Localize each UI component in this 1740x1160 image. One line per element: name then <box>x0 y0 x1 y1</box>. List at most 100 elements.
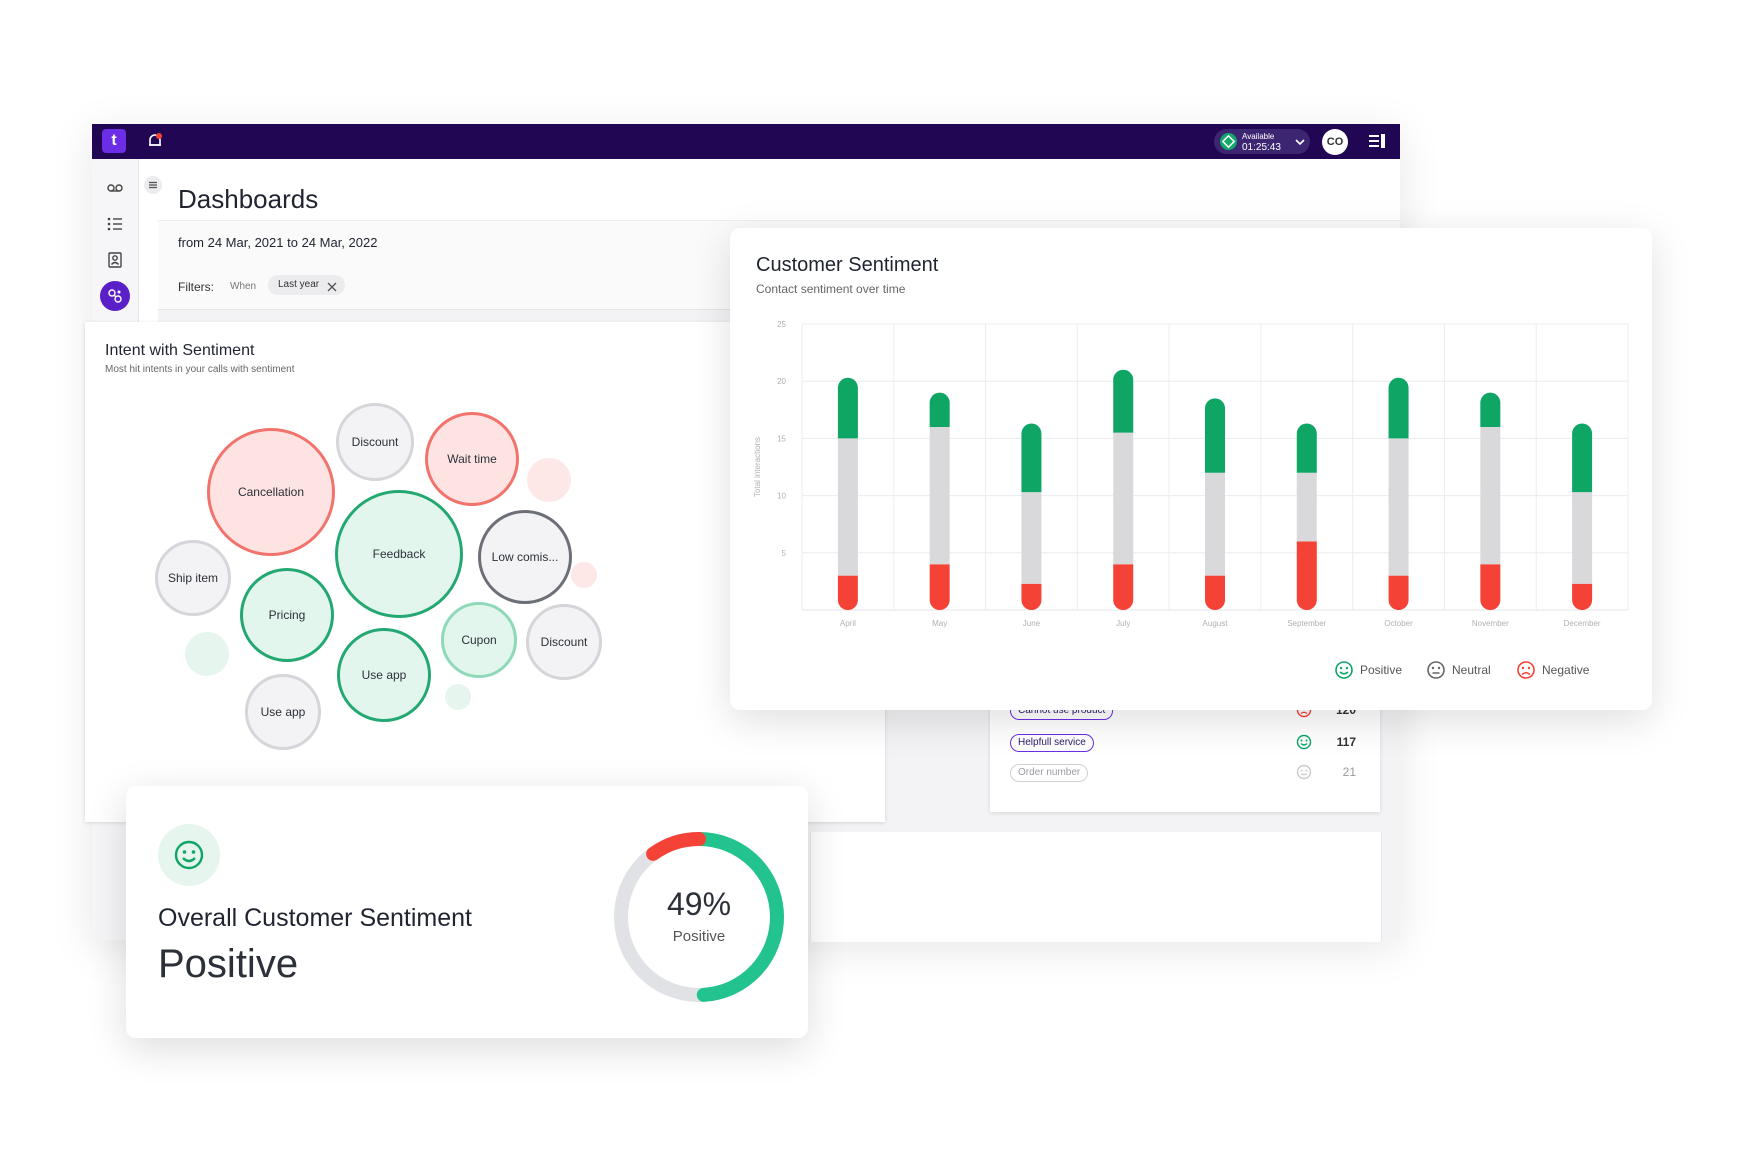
sentiment-donut-chart <box>614 831 784 1002</box>
x-tick-label: September <box>1287 619 1326 628</box>
bubble-decoration <box>527 458 571 502</box>
bar-segment-neutral <box>1572 492 1593 584</box>
overall-sentiment-card: Overall Customer Sentiment Positive 49% … <box>126 786 808 1038</box>
filters-label: Filters: <box>178 280 214 294</box>
smile-face-icon <box>174 840 204 870</box>
status-timer: 01:25:43 <box>1242 142 1281 153</box>
bar-segment-positive <box>1021 423 1042 493</box>
bar-segment-positive <box>837 377 858 439</box>
intent-table-card: Cannot use product 120 Helpfull service … <box>990 692 1380 812</box>
bar-segment-negative <box>1205 575 1225 610</box>
x-tick-label: May <box>932 619 947 628</box>
donut-negative-segment <box>614 831 784 1002</box>
bubble-decoration <box>445 684 471 710</box>
y-tick-label: 20 <box>777 377 786 386</box>
sentiment-badge <box>158 824 220 886</box>
top-bar: t Available 01:25:43 CO <box>92 124 1400 159</box>
available-status-icon <box>1220 133 1237 150</box>
intent-bubble[interactable]: Discount <box>526 604 602 680</box>
bar-segment-negative <box>1572 583 1593 610</box>
voicemail-icon <box>107 184 123 192</box>
y-tick-label: 10 <box>777 492 786 501</box>
legend-label: Negative <box>1542 663 1590 677</box>
bubble-decoration <box>571 562 597 588</box>
hamburger-icon <box>149 181 157 189</box>
y-tick-label: 15 <box>777 434 786 443</box>
overall-sentiment-title: Overall Customer Sentiment <box>158 904 473 932</box>
bar-segment-neutral <box>1113 432 1134 565</box>
intent-bubble[interactable]: Feedback <box>335 490 463 618</box>
customer-sentiment-card: Customer Sentiment Contact sentiment ove… <box>730 228 1652 710</box>
sidebar-item-analytics[interactable] <box>100 281 130 311</box>
bar-segment-neutral <box>1388 438 1409 576</box>
sidebar-item-list[interactable] <box>100 209 130 239</box>
intent-bubble[interactable]: Discount <box>336 403 414 481</box>
page-title: Dashboards <box>178 184 319 214</box>
intent-bubble[interactable]: Wait time <box>425 412 519 506</box>
lower-widget-card <box>810 832 1382 942</box>
bar-segment-negative <box>1480 564 1501 610</box>
bubble-decoration <box>185 632 229 676</box>
smile-face-icon <box>1296 734 1312 755</box>
bar-segment-neutral <box>929 426 950 565</box>
filter-chip[interactable]: Last year <box>268 275 346 295</box>
user-avatar[interactable]: CO <box>1322 129 1348 155</box>
intent-card-subtitle: Most hit intents in your calls with sent… <box>105 364 295 375</box>
app-logo[interactable]: t <box>102 129 126 153</box>
side-panel-icon[interactable] <box>1368 133 1386 154</box>
menu-toggle-button[interactable] <box>144 176 162 194</box>
intent-tag[interactable]: Helpfull service <box>1010 734 1094 752</box>
x-tick-label: June <box>1023 619 1041 628</box>
bar-segment-positive <box>1480 392 1501 427</box>
intent-tag[interactable]: Order number <box>1010 764 1089 782</box>
intent-bubble[interactable]: Low comis... <box>478 510 572 604</box>
sidebar-item-contacts[interactable] <box>100 245 130 275</box>
analytics-icon <box>108 289 122 303</box>
bar-segment-negative <box>1388 575 1409 610</box>
sidebar-item-voicemail[interactable] <box>100 173 130 203</box>
bar-segment-neutral <box>837 438 858 576</box>
x-tick-label: August <box>1203 619 1229 628</box>
bar-segment-positive <box>1113 369 1134 433</box>
bar-segment-neutral <box>1021 492 1042 584</box>
x-tick-label: April <box>840 619 856 628</box>
intent-bubble[interactable]: Use app <box>337 628 431 722</box>
neutral-face-icon <box>1427 661 1445 679</box>
x-tick-label: November <box>1472 619 1509 628</box>
x-tick-label: October <box>1384 619 1413 628</box>
intent-bubble[interactable]: Pricing <box>240 568 334 662</box>
sad-face-icon <box>1517 661 1535 679</box>
notification-bell-icon[interactable] <box>146 132 164 155</box>
intent-count: 21 <box>1342 765 1356 779</box>
bar-segment-neutral <box>1480 426 1501 565</box>
availability-status-button[interactable]: Available 01:25:43 <box>1214 129 1310 154</box>
bar-segment-negative <box>1113 564 1134 610</box>
y-tick-label: 25 <box>777 320 786 329</box>
bar-segment-neutral <box>1205 472 1225 576</box>
intent-bubble[interactable]: Use app <box>245 674 321 750</box>
intent-count: 117 <box>1336 735 1356 749</box>
status-label: Available <box>1242 132 1275 141</box>
bar-segment-positive <box>929 392 950 427</box>
x-tick-label: July <box>1116 619 1130 628</box>
bar-segment-negative <box>929 564 950 610</box>
bar-segment-positive <box>1296 423 1317 473</box>
bar-segment-positive <box>1572 423 1593 493</box>
bar-segment-negative <box>1296 541 1317 610</box>
intent-bubble[interactable]: Cupon <box>441 602 517 678</box>
filter-chip-label: Last year <box>278 279 320 290</box>
intent-bubble[interactable]: Cancellation <box>207 428 335 556</box>
date-range: from 24 Mar, 2021 to 24 Mar, 2022 <box>178 235 378 250</box>
sentiment-card-title: Customer Sentiment <box>756 254 939 276</box>
bar-segment-positive <box>1205 398 1225 473</box>
list-icon <box>107 217 122 231</box>
donut-percent: 49% <box>666 886 732 922</box>
close-icon[interactable] <box>327 280 337 300</box>
bar-segment-negative <box>1021 583 1042 610</box>
donut-label: Positive <box>672 928 726 945</box>
intent-bubble[interactable]: Ship item <box>155 540 231 616</box>
legend-label: Positive <box>1360 663 1403 677</box>
chevron-down-icon <box>1294 135 1306 153</box>
y-axis-label: Total interactions <box>753 437 762 497</box>
legend-label: Neutral <box>1452 663 1491 677</box>
